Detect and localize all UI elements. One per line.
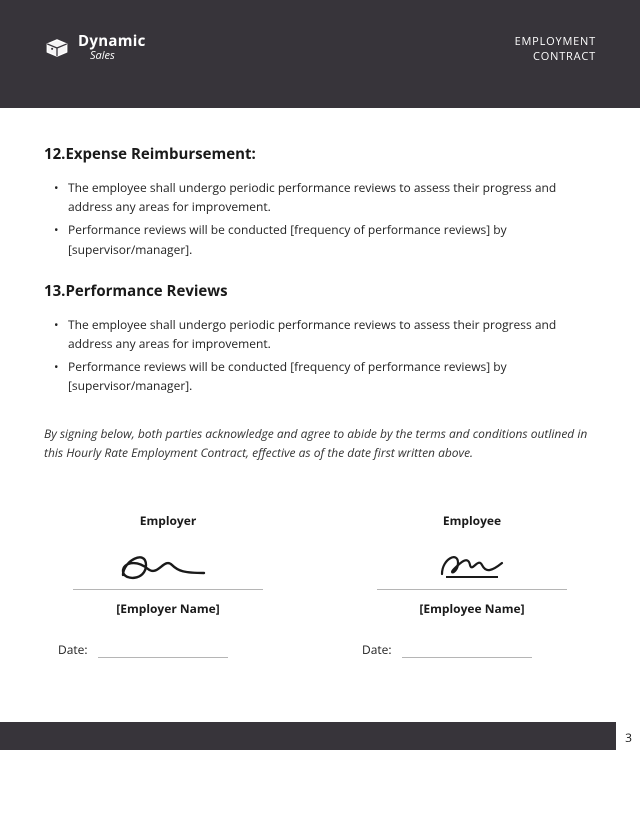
list-item: The employee shall undergo periodic perf… [68,178,596,216]
employee-name-placeholder: [Employee Name] [419,600,524,617]
section-title: Expense Reimbursement: [65,144,255,164]
employer-signature-block: Employer [Employer Name] [58,512,278,617]
list-item: Performance reviews will be conducted [f… [68,220,596,258]
list-item: The employee shall undergo periodic perf… [68,315,596,353]
employer-signature-icon [108,541,228,585]
page-header: Dynamic Sales EMPLOYMENT CONTRACT [0,0,640,108]
date-label: Date: [362,641,392,658]
employee-role-label: Employee [443,512,501,529]
page-footer: 3 [0,722,640,750]
section-heading: 13.Performance Reviews [44,281,596,301]
document-type: EMPLOYMENT CONTRACT [515,34,596,65]
date-line [402,657,532,658]
date-line [98,657,228,658]
page-body: 12.Expense Reimbursement: The employee s… [0,108,640,678]
closing-paragraph: By signing below, both parties acknowled… [44,424,596,462]
page-number: 3 [625,729,632,746]
footer-bar [0,722,616,750]
employer-role-label: Employer [140,512,197,529]
section-heading: 12.Expense Reimbursement: [44,144,596,164]
signature-row: Employer [Employer Name] Employee [Emplo… [44,512,596,617]
employee-date: Date: [362,641,582,658]
brand: Dynamic Sales [44,34,146,61]
signature-line [73,589,263,590]
bullet-list: The employee shall undergo periodic perf… [44,178,596,259]
brand-name: Dynamic [78,34,146,49]
brand-sub: Sales [78,50,146,61]
date-label: Date: [58,641,88,658]
list-item: Performance reviews will be conducted [f… [68,357,596,395]
doc-type-line1: EMPLOYMENT [515,34,596,49]
date-row: Date: Date: [44,641,596,658]
box-icon [44,37,70,59]
employee-signature-block: Employee [Employee Name] [362,512,582,617]
doc-type-line2: CONTRACT [515,49,596,64]
section-number: 12. [44,144,65,164]
employer-date: Date: [58,641,278,658]
bullet-list: The employee shall undergo periodic perf… [44,315,596,396]
section-number: 13. [44,281,65,301]
signature-line [377,589,567,590]
section-title: Performance Reviews [65,281,227,301]
employee-signature-icon [412,541,532,585]
employer-name-placeholder: [Employer Name] [116,600,220,617]
